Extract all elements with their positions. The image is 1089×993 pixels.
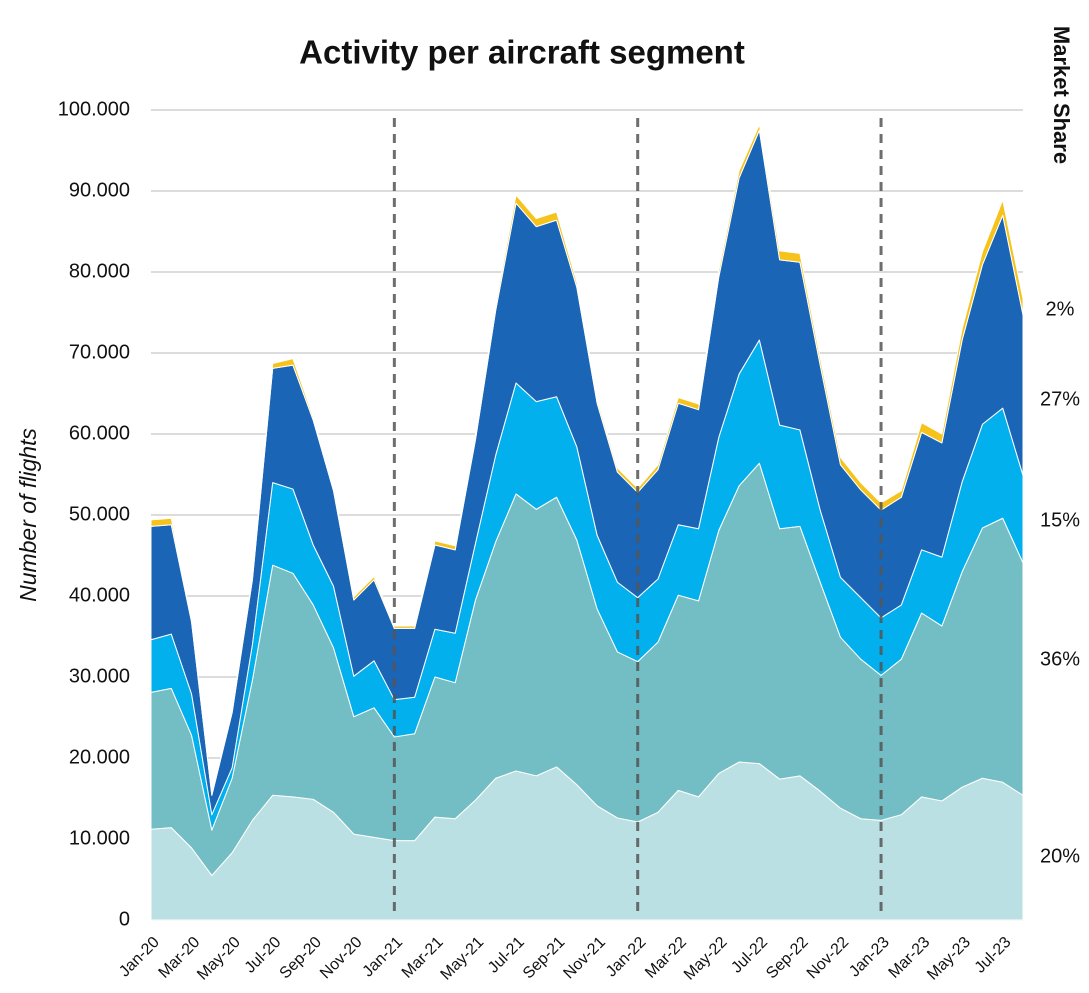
y-tick-label: 80.000 xyxy=(69,260,130,282)
area xyxy=(150,124,1024,796)
x-tick-label: May-22 xyxy=(681,934,731,984)
y-tick-label: 30.000 xyxy=(69,665,130,687)
share-title: Market Share xyxy=(1049,26,1074,164)
share-label: 2% xyxy=(1046,298,1075,320)
x-tick-label: May-23 xyxy=(924,934,974,984)
y-tick-label: 20.000 xyxy=(69,746,130,768)
y-tick-label: 70.000 xyxy=(69,341,130,363)
x-tick-label: Nov-21 xyxy=(560,934,609,983)
x-tick-label: Jan-21 xyxy=(360,934,407,981)
share-label: 36% xyxy=(1040,648,1080,670)
y-tick-label: 100.000 xyxy=(58,98,130,120)
x-tick-label: Jul-23 xyxy=(972,934,1015,977)
x-tick-label: Sep-21 xyxy=(520,934,569,983)
x-tick-label: May-20 xyxy=(194,934,244,984)
y-tick-label: 90.000 xyxy=(69,179,130,201)
y-tick-label: 60.000 xyxy=(69,422,130,444)
y-tick-label: 40.000 xyxy=(69,584,130,606)
x-tick-label: Jan-23 xyxy=(846,934,893,981)
x-tick-label: Nov-20 xyxy=(317,934,366,983)
areas xyxy=(150,124,1024,921)
chart-title: Activity per aircraft segment xyxy=(299,34,745,71)
x-tick-label: Jan-20 xyxy=(116,934,163,981)
share-label: 15% xyxy=(1040,509,1080,531)
y-axis-title: Number of flights xyxy=(15,428,41,602)
x-tick-label: Sep-22 xyxy=(763,934,812,983)
share-label: 27% xyxy=(1040,388,1080,410)
x-tick-label: Nov-22 xyxy=(804,934,853,983)
x-tick-label: May-21 xyxy=(438,934,488,984)
x-tick-label: Jan-22 xyxy=(603,934,650,981)
x-tick-label: Sep-20 xyxy=(277,934,326,983)
y-tick-label: 50.000 xyxy=(69,503,130,525)
y-tick-label: 10.000 xyxy=(69,827,130,849)
share-label: 20% xyxy=(1040,845,1080,867)
y-tick-label: 0 xyxy=(119,908,130,930)
